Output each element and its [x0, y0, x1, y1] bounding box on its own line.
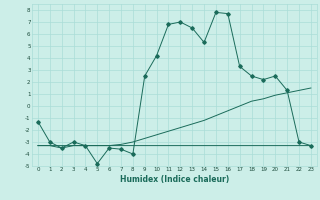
X-axis label: Humidex (Indice chaleur): Humidex (Indice chaleur): [120, 175, 229, 184]
